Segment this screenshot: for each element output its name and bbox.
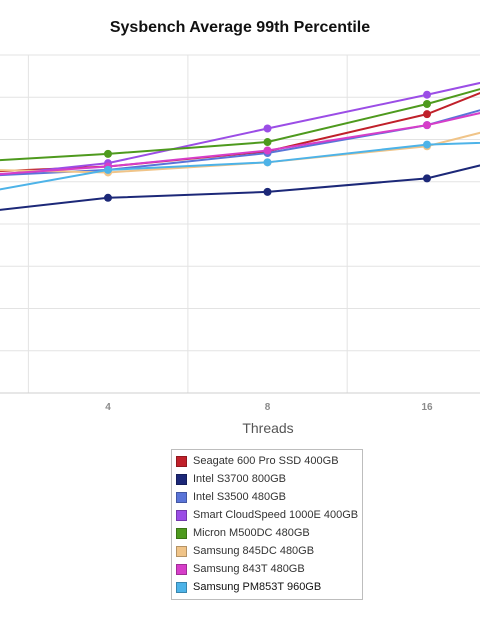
legend-item[interactable]: Samsung 845DC 480GB — [172, 542, 362, 560]
legend-swatch — [176, 455, 187, 467]
legend-label: Seagate 600 Pro SSD 400GB — [193, 455, 339, 467]
legend-swatch — [176, 545, 187, 557]
legend-swatch — [176, 473, 187, 485]
legend-label: Samsung 843T 480GB — [193, 563, 305, 575]
series-4 — [0, 88, 480, 162]
legend-swatch — [176, 491, 187, 503]
legend-swatch — [176, 509, 187, 521]
series-1 — [0, 164, 480, 211]
series-5 — [0, 131, 480, 177]
x-tick-label: 8 — [265, 402, 271, 413]
data-point[interactable] — [423, 140, 431, 149]
data-point[interactable] — [423, 110, 431, 119]
x-axis-label: Threads — [242, 420, 293, 436]
series-0 — [0, 92, 480, 173]
legend-item[interactable]: Seagate 600 Pro SSD 400GB — [172, 452, 362, 470]
grid-lines — [0, 54, 480, 394]
legend-item[interactable]: Intel S3700 800GB — [172, 470, 362, 488]
series-lines — [0, 81, 480, 211]
data-point[interactable] — [263, 187, 272, 196]
series-3 — [0, 81, 480, 176]
series-line — [0, 92, 480, 173]
legend-label: Micron M500DC 480GB — [193, 527, 310, 539]
legend-item[interactable]: Samsung PM853T 960GB — [172, 578, 362, 596]
legend-swatch — [176, 581, 187, 593]
legend-label: Intel S3700 800GB — [193, 473, 286, 485]
data-point[interactable] — [423, 90, 431, 99]
series-line — [0, 81, 480, 176]
series-line — [0, 164, 480, 211]
legend-item[interactable]: Smart CloudSpeed 1000E 400GB — [172, 506, 362, 524]
x-tick-label: 16 — [421, 402, 433, 413]
data-point[interactable] — [104, 165, 112, 174]
legend-item[interactable]: Micron M500DC 480GB — [172, 524, 362, 542]
data-point[interactable] — [104, 193, 112, 202]
legend: Seagate 600 Pro SSD 400GB Intel S3700 800… — [171, 449, 363, 600]
legend-item[interactable]: Intel S3500 480GB — [172, 488, 362, 506]
data-point[interactable] — [263, 138, 272, 147]
x-tick-label: 4 — [105, 402, 111, 413]
legend-label: Smart CloudSpeed 1000E 400GB — [193, 509, 359, 521]
x-tick-labels: 4 8 16 — [105, 402, 433, 413]
series-7 — [0, 140, 480, 191]
data-point[interactable] — [423, 121, 431, 130]
legend-swatch — [176, 527, 187, 539]
legend-label: Intel S3500 480GB — [193, 491, 286, 503]
data-point[interactable] — [263, 146, 272, 155]
data-point[interactable] — [263, 158, 272, 167]
data-point[interactable] — [104, 149, 112, 158]
chart-title: Sysbench Average 99th Percentile — [109, 19, 371, 36]
legend-swatch — [176, 563, 187, 575]
data-point[interactable] — [423, 174, 431, 183]
legend-item[interactable]: Samsung 843T 480GB — [172, 560, 362, 578]
legend-label: Samsung PM853T 960GB — [193, 581, 322, 593]
data-point[interactable] — [423, 100, 431, 109]
data-point[interactable] — [263, 124, 272, 133]
legend-label: Samsung 845DC 480GB — [193, 545, 315, 557]
